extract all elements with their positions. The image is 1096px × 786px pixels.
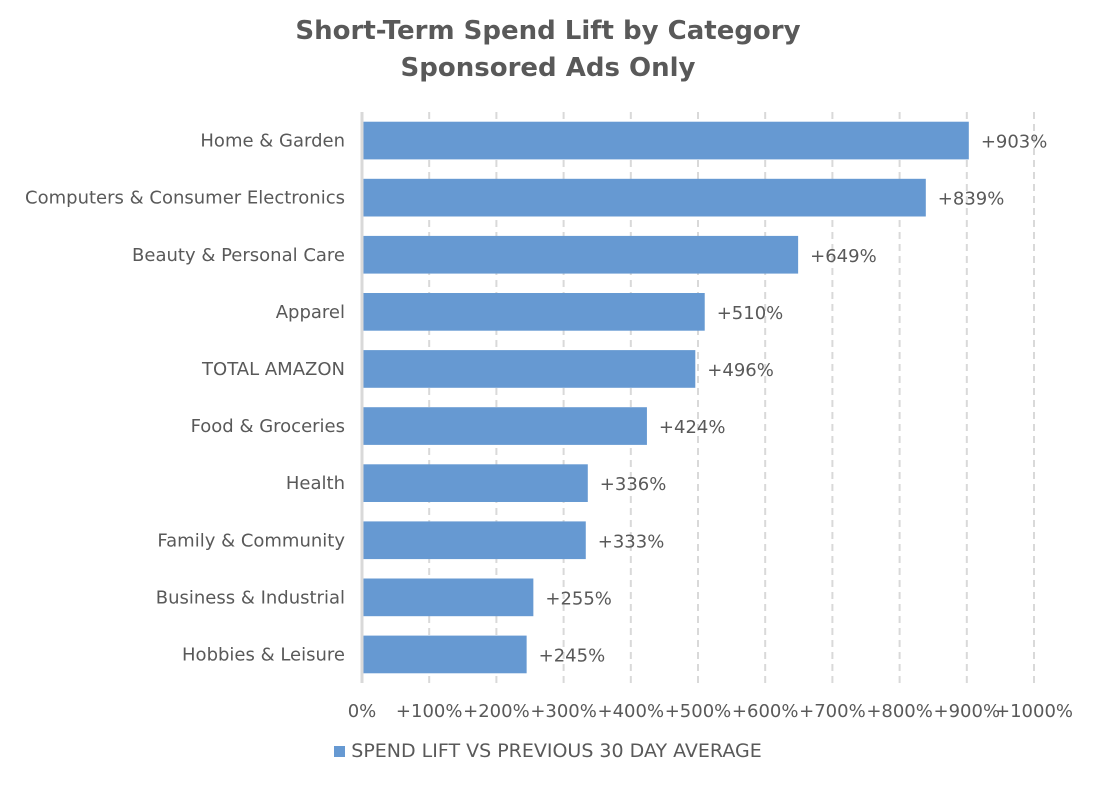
bars	[363, 121, 969, 674]
bar	[363, 178, 926, 217]
legend-swatch	[334, 745, 346, 757]
chart-subtitle: Sponsored Ads Only	[400, 53, 696, 83]
category-label: Health	[286, 473, 345, 494]
data-label: +903%	[981, 132, 1048, 153]
bar	[363, 635, 527, 674]
x-tick-label: +600%	[732, 701, 799, 722]
data-label: +839%	[938, 189, 1005, 210]
category-label: Business & Industrial	[156, 587, 345, 608]
bar	[363, 235, 799, 274]
category-label: Beauty & Personal Care	[132, 245, 345, 266]
data-label: +255%	[545, 588, 612, 609]
x-tick-label: +700%	[799, 701, 866, 722]
x-tick-label: +100%	[396, 701, 463, 722]
x-tick-label: +1000%	[995, 701, 1073, 722]
x-tick-label: +400%	[598, 701, 665, 722]
bar	[363, 464, 588, 502]
data-label: +510%	[717, 303, 784, 324]
data-label: +424%	[659, 417, 726, 438]
data-label: +496%	[707, 360, 774, 381]
bar	[363, 407, 647, 445]
chart-title: Short-Term Spend Lift by Category	[295, 16, 801, 46]
x-tick-label: +800%	[866, 701, 933, 722]
x-tick-label: +300%	[530, 701, 597, 722]
x-tick-label: 0%	[348, 701, 377, 722]
bar	[363, 578, 534, 617]
x-tick-label: +200%	[463, 701, 530, 722]
category-label: Home & Garden	[200, 131, 345, 152]
category-label: Apparel	[276, 302, 345, 323]
labels: 0% +100% +200% +300% +400% +500% +600% +700% +80…	[25, 131, 1073, 722]
category-label: TOTAL AMAZON	[201, 359, 345, 380]
x-tick-label: +500%	[665, 701, 732, 722]
bar	[363, 521, 586, 560]
bar	[363, 293, 705, 331]
legend: SPEND LIFT VS PREVIOUS 30 DAY AVERAGE	[0, 740, 1096, 762]
category-label: Hobbies & Leisure	[182, 644, 345, 665]
x-tick-label: +900%	[934, 701, 1001, 722]
category-label: Computers & Consumer Electronics	[25, 188, 345, 209]
data-label: +336%	[600, 474, 667, 495]
bar	[363, 350, 696, 388]
category-label: Family & Community	[157, 530, 345, 551]
legend-label: SPEND LIFT VS PREVIOUS 30 DAY AVERAGE	[351, 740, 762, 762]
category-label: Food & Groceries	[191, 416, 345, 437]
data-label: +649%	[810, 246, 877, 267]
data-label: +333%	[598, 531, 665, 552]
data-label: +245%	[539, 645, 606, 666]
bar	[363, 121, 969, 160]
